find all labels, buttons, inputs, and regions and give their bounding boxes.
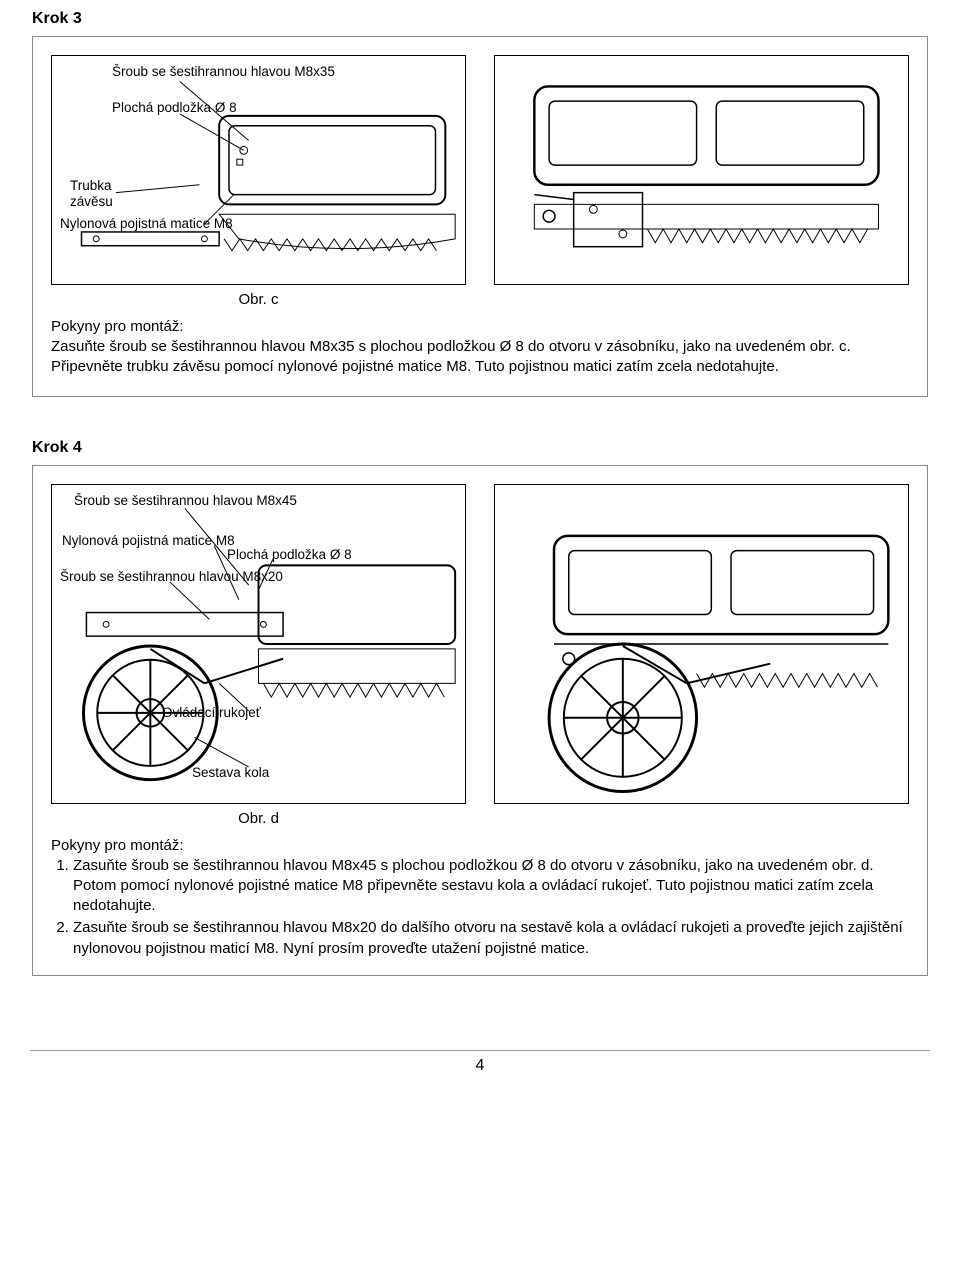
step3-fig-left: Šroub se šestihrannou hlavou M8x35 Ploch… xyxy=(51,55,466,285)
step4-fig-left: Šroub se šestihrannou hlavou M8x45 Nylon… xyxy=(51,484,466,804)
label-nut-m8-2: Nylonová pojistná matice M8 xyxy=(62,533,235,548)
step4-figure-box: Šroub se šestihrannou hlavou M8x45 Nylon… xyxy=(32,465,928,976)
label-wheel: Sestava kola xyxy=(192,765,269,780)
step4-title: Krok 4 xyxy=(32,439,928,457)
label-bolt-m8x35: Šroub se šestihrannou hlavou M8x35 xyxy=(112,64,335,79)
step3-right-svg xyxy=(495,56,908,284)
page-footer: 4 xyxy=(30,1050,930,1075)
step3-figure-box: Šroub se šestihrannou hlavou M8x35 Ploch… xyxy=(32,36,928,397)
step4-caption: Obr. d xyxy=(51,810,466,827)
step4-fig-right-cell xyxy=(494,484,909,827)
label-washer-8-2: Plochá podložka Ø 8 xyxy=(227,547,352,562)
label-nut-m8: Nylonová pojistná matice M8 xyxy=(60,216,233,231)
step4-instr-item-2: Zasuňte šroub se šestihrannou hlavou M8x… xyxy=(73,918,909,959)
step4-right-svg xyxy=(495,485,908,803)
step3-fig-right-cell xyxy=(494,55,909,308)
step3-caption: Obr. c xyxy=(51,291,466,308)
label-tube-2: závěsu xyxy=(70,194,113,209)
step3-title: Krok 3 xyxy=(32,10,928,28)
label-tube-1: Trubka xyxy=(70,178,112,193)
page-number: 4 xyxy=(476,1057,485,1074)
step4-instr-item-1: Zasuňte šroub se šestihrannou hlavou M8x… xyxy=(73,856,909,917)
label-bolt-m8x20: Šroub se šestihrannou hlavou M8x20 xyxy=(60,569,283,584)
label-bolt-m8x45: Šroub se šestihrannou hlavou M8x45 xyxy=(74,493,297,508)
page: Krok 3 Šroub se šestihrannou hlavou M8x3… xyxy=(0,0,960,1010)
step3-left-svg xyxy=(52,56,465,284)
step4-fig-right xyxy=(494,484,909,804)
step4-fig-left-cell: Šroub se šestihrannou hlavou M8x45 Nylon… xyxy=(51,484,466,827)
label-washer-8: Plochá podložka Ø 8 xyxy=(112,100,237,115)
step3-fig-right xyxy=(494,55,909,285)
step3-instr-heading: Pokyny pro montáž: xyxy=(51,318,909,335)
step4-instr-heading: Pokyny pro montáž: xyxy=(51,837,909,854)
label-handle: Ovládací rukojeť xyxy=(162,705,261,720)
step3-fig-row: Šroub se šestihrannou hlavou M8x35 Ploch… xyxy=(51,55,909,308)
step4-fig-row: Šroub se šestihrannou hlavou M8x45 Nylon… xyxy=(51,484,909,827)
step3-instr-text: Zasuňte šroub se šestihrannou hlavou M8x… xyxy=(51,337,909,378)
step3-fig-left-cell: Šroub se šestihrannou hlavou M8x35 Ploch… xyxy=(51,55,466,308)
step4-instr-list: Zasuňte šroub se šestihrannou hlavou M8x… xyxy=(51,856,909,959)
